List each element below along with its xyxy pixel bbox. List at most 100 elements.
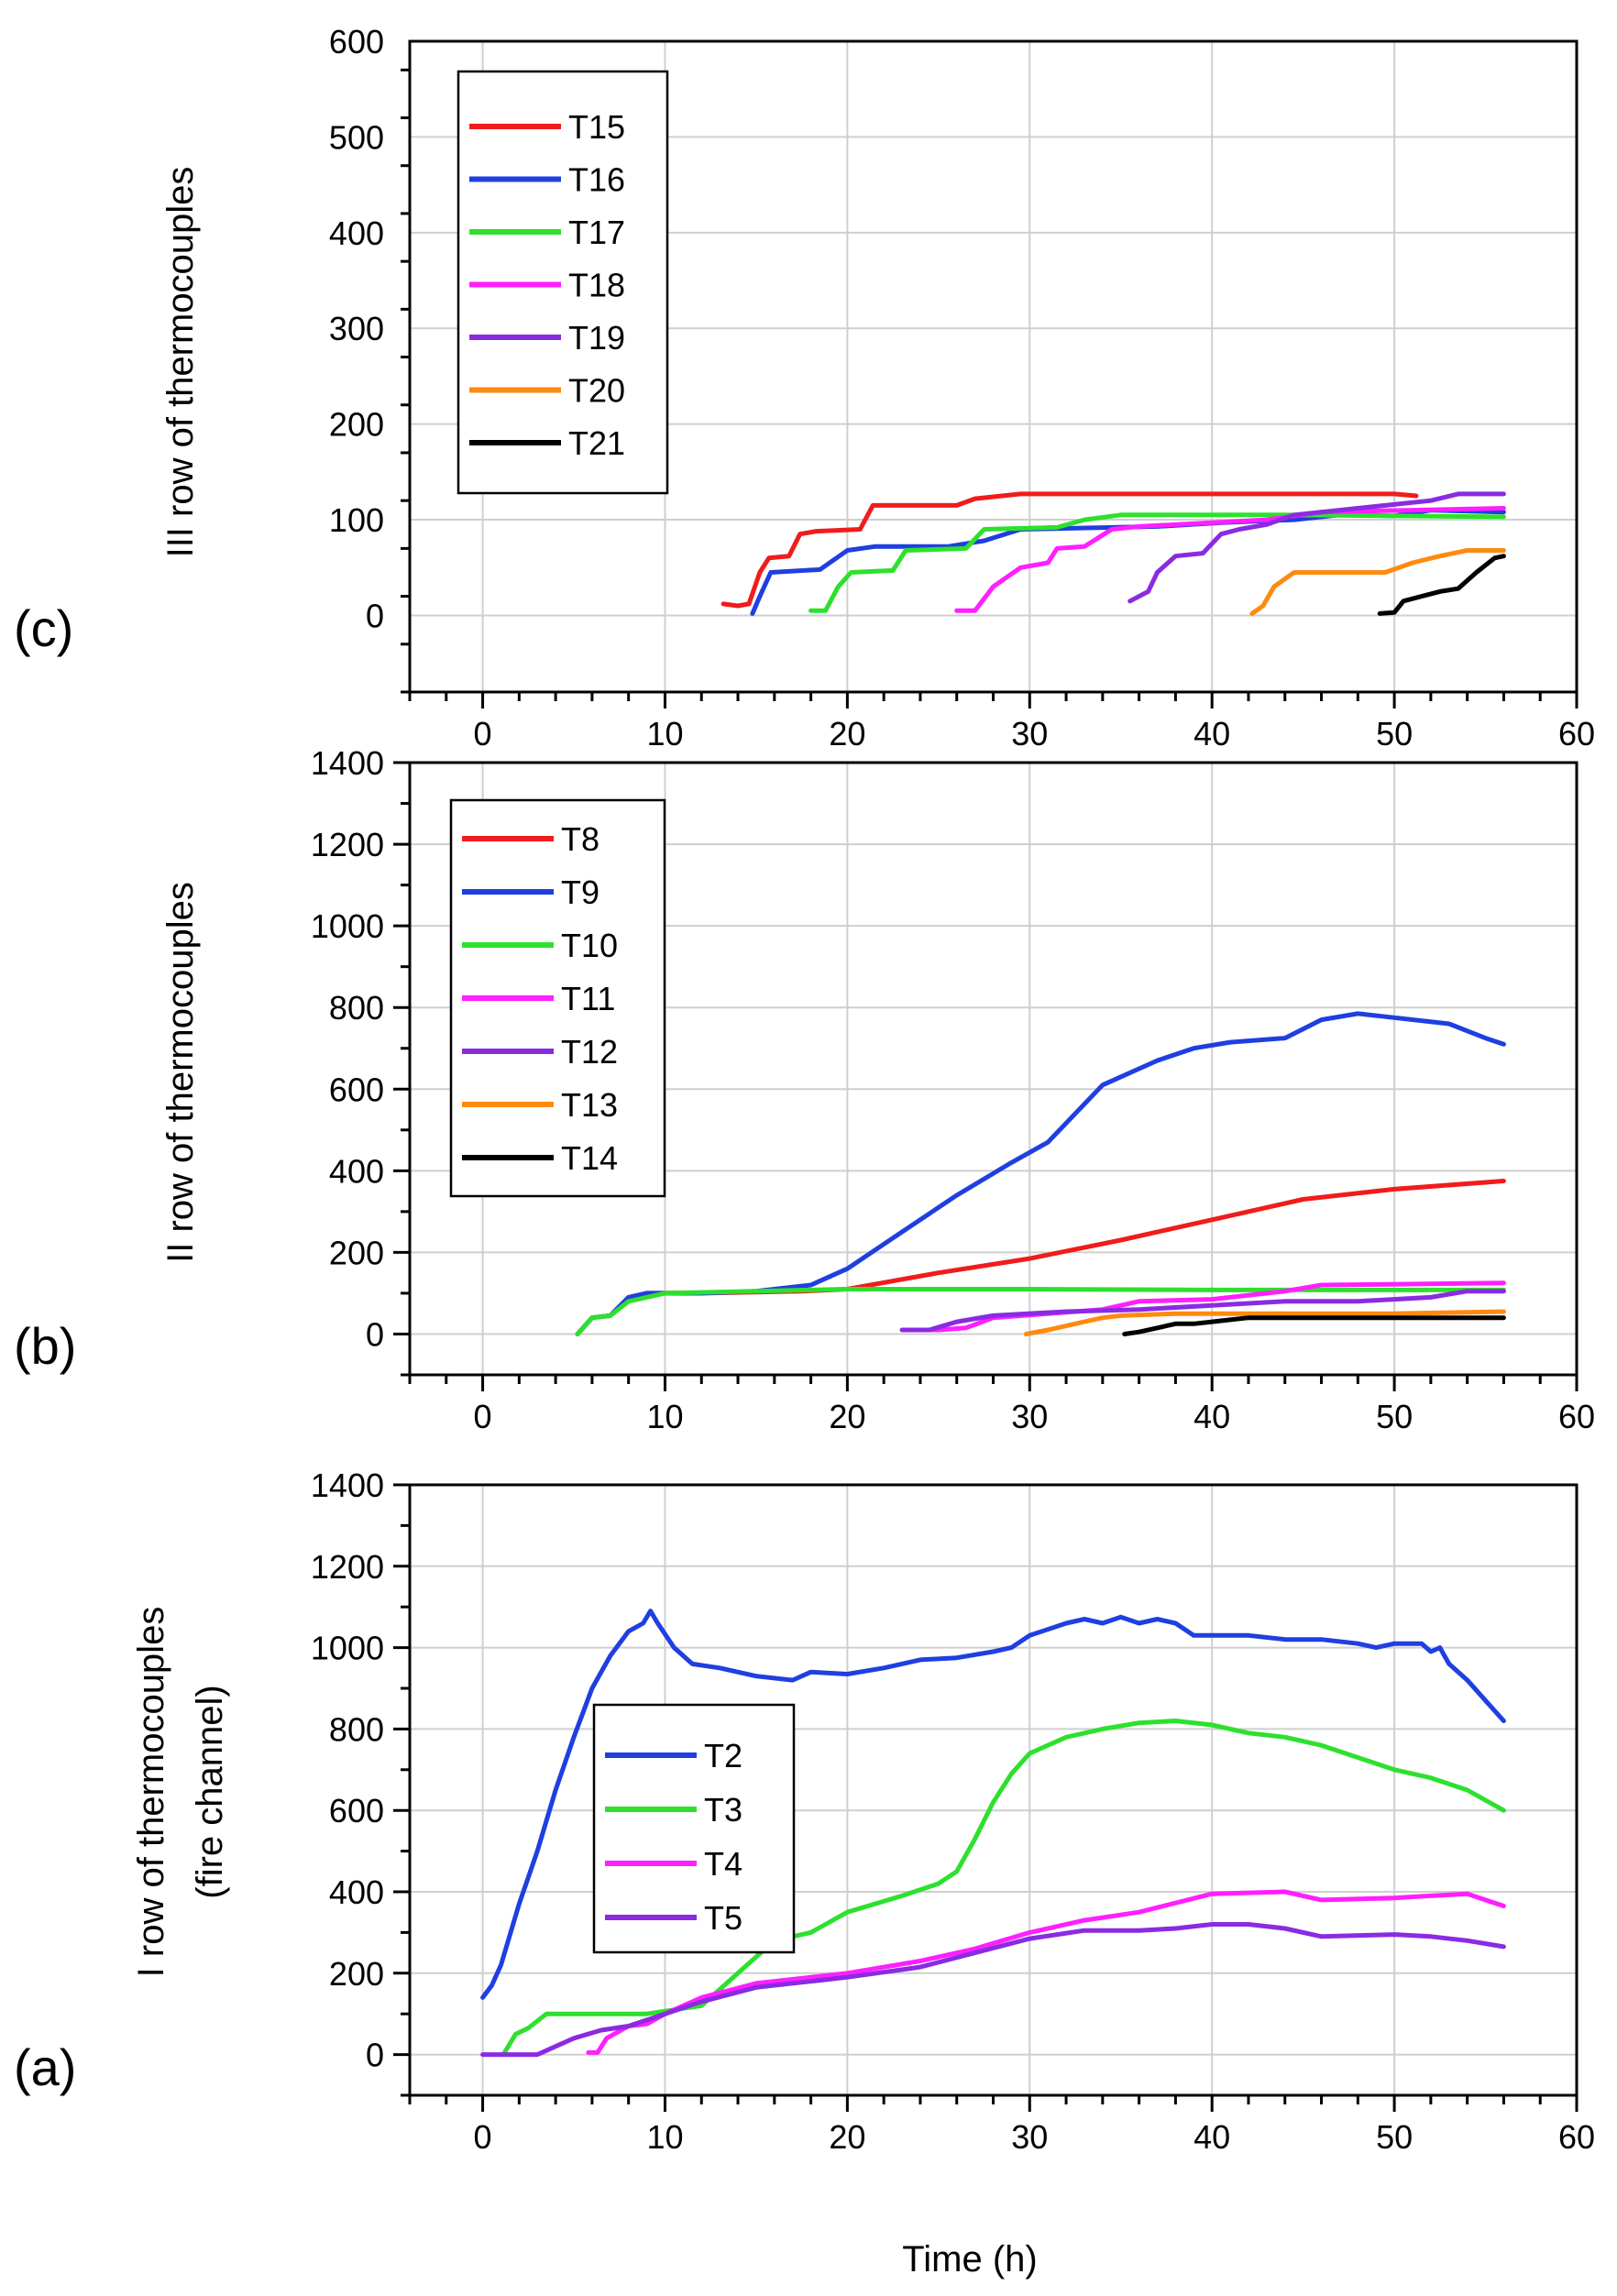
x-tick-label: 0 — [474, 715, 492, 753]
y-tick-label: 200 — [329, 406, 384, 444]
series-line-t17 — [808, 512, 1506, 613]
y-tick-label: 800 — [329, 1710, 384, 1748]
y-tick-label: 300 — [329, 310, 384, 347]
x-axis-title: Time (h) — [902, 2239, 1037, 2280]
legend-label-t21: T21 — [568, 424, 625, 462]
y-tick-label: 1400 — [311, 1467, 384, 1504]
legend-label-t14: T14 — [561, 1139, 618, 1177]
legend-label-t4: T4 — [704, 1845, 742, 1883]
y-tick-label: 600 — [329, 1792, 384, 1829]
y-axis-title-b: II row of thermocouples — [160, 882, 201, 1263]
series-line-t13 — [1023, 1309, 1506, 1336]
x-tick-label: 50 — [1376, 1398, 1413, 1435]
y-tick-label: 500 — [329, 118, 384, 156]
y-axis-subtitle-a: (fire channel) — [190, 1685, 230, 1898]
panel-a: 0 10 20 30 40 50 600200400600800100012001400I … — [14, 1467, 1595, 2156]
legend-label-t12: T12 — [561, 1033, 618, 1071]
legend-label-t17: T17 — [568, 214, 625, 251]
y-tick-label: 1400 — [311, 744, 384, 782]
series-line-t20 — [1249, 548, 1506, 616]
y-tick-label: 400 — [329, 1152, 384, 1190]
panel-label-a: (a) — [14, 2038, 76, 2096]
x-tick-label: 50 — [1376, 715, 1413, 753]
legend-label-t9: T9 — [561, 873, 600, 911]
series-line-t9 — [575, 1011, 1506, 1336]
x-tick-label: 0 — [474, 1398, 492, 1435]
x-tick-label: 0 — [474, 2118, 492, 2156]
series-group-b — [575, 1011, 1506, 1336]
x-tick-label: 20 — [829, 2118, 865, 2156]
panel-label-c: (c) — [14, 599, 73, 657]
y-tick-label: 100 — [329, 501, 384, 539]
y-tick-label: 0 — [366, 597, 384, 634]
x-tick-label: 30 — [1011, 2118, 1048, 2156]
series-line-t5 — [480, 1922, 1506, 2058]
ticks-b — [393, 761, 1578, 1391]
x-tick-label: 30 — [1011, 1398, 1048, 1435]
series-line-t12 — [899, 1289, 1506, 1333]
y-tick-label: 200 — [329, 1955, 384, 1993]
y-tick-label: 200 — [329, 1234, 384, 1271]
y-tick-label: 1000 — [311, 907, 384, 945]
legend-label-t13: T13 — [561, 1086, 618, 1124]
y-tick-label: 0 — [366, 1315, 384, 1353]
x-tick-label: 20 — [829, 1398, 865, 1435]
y-axis-title-a: I row of thermocouples — [131, 1607, 171, 1978]
y-tick-label: 600 — [329, 1071, 384, 1108]
gridlines-a — [410, 1485, 1577, 2095]
series-line-t19 — [1128, 491, 1506, 604]
x-tick-label: 40 — [1194, 1398, 1230, 1435]
legend-label-t10: T10 — [561, 927, 618, 964]
series-line-t14 — [1122, 1315, 1506, 1336]
series-line-t3 — [501, 1719, 1506, 2055]
series-line-t15 — [720, 491, 1419, 609]
legend-box — [592, 1703, 796, 1954]
y-tick-label: 600 — [329, 23, 384, 60]
y-tick-label: 400 — [329, 214, 384, 252]
legend-label-t15: T15 — [568, 108, 625, 146]
series-line-t10 — [575, 1287, 1506, 1336]
x-tick-label: 10 — [646, 2118, 683, 2156]
legend-label-t3: T3 — [704, 1791, 742, 1829]
x-tick-label: 10 — [646, 715, 683, 753]
x-tick-label: 40 — [1194, 2118, 1230, 2156]
x-tick-label: 20 — [829, 715, 865, 753]
series-group-c — [720, 491, 1506, 616]
x-tick-label: 60 — [1558, 1398, 1595, 1435]
x-tick-label: 60 — [1558, 715, 1595, 753]
y-tick-label: 1200 — [311, 826, 384, 863]
y-axis-title-c: III row of thermocouples — [160, 167, 201, 558]
legend-label-t11: T11 — [561, 980, 615, 1017]
y-tick-label: 1000 — [311, 1630, 384, 1667]
x-tick-label: 40 — [1194, 715, 1230, 753]
plot-frame-a — [408, 1483, 1578, 2097]
legend-c: T15 T16 T17 T18 T19 T20 T21 — [456, 70, 669, 495]
y-tick-label: 800 — [329, 989, 384, 1027]
x-tick-label: 30 — [1011, 715, 1048, 753]
x-tick-label: 50 — [1376, 2118, 1413, 2156]
ticks-a — [393, 1483, 1578, 2112]
legend-label-t18: T18 — [568, 267, 625, 304]
panel-b: 0 10 20 30 40 50 600200400600800100012001400II… — [14, 744, 1595, 1435]
series-line-t21 — [1377, 554, 1506, 616]
legend-label-t5: T5 — [704, 1899, 742, 1937]
x-tick-label: 10 — [646, 1398, 683, 1435]
legend-b: T8 T9 T10 T11 T12 T13 T14 — [449, 798, 666, 1198]
x-tick-label: 60 — [1558, 2118, 1595, 2156]
legend-label-t20: T20 — [568, 372, 625, 410]
legend-label-t19: T19 — [568, 319, 625, 357]
legend-label-t16: T16 — [568, 161, 625, 199]
y-tick-label: 1200 — [311, 1548, 384, 1586]
series-line-t2 — [480, 1609, 1506, 2000]
y-tick-label: 0 — [366, 2037, 384, 2074]
legend-label-t8: T8 — [561, 820, 600, 858]
y-tick-label: 400 — [329, 1873, 384, 1911]
series-line-t18 — [954, 506, 1506, 613]
ticks-c — [401, 68, 1578, 709]
series-group-a — [480, 1609, 1506, 2058]
panel-label-b: (b) — [14, 1317, 76, 1375]
legend-a: T2 T3 T4 T5 — [592, 1703, 796, 1954]
legend-label-t2: T2 — [704, 1737, 742, 1774]
